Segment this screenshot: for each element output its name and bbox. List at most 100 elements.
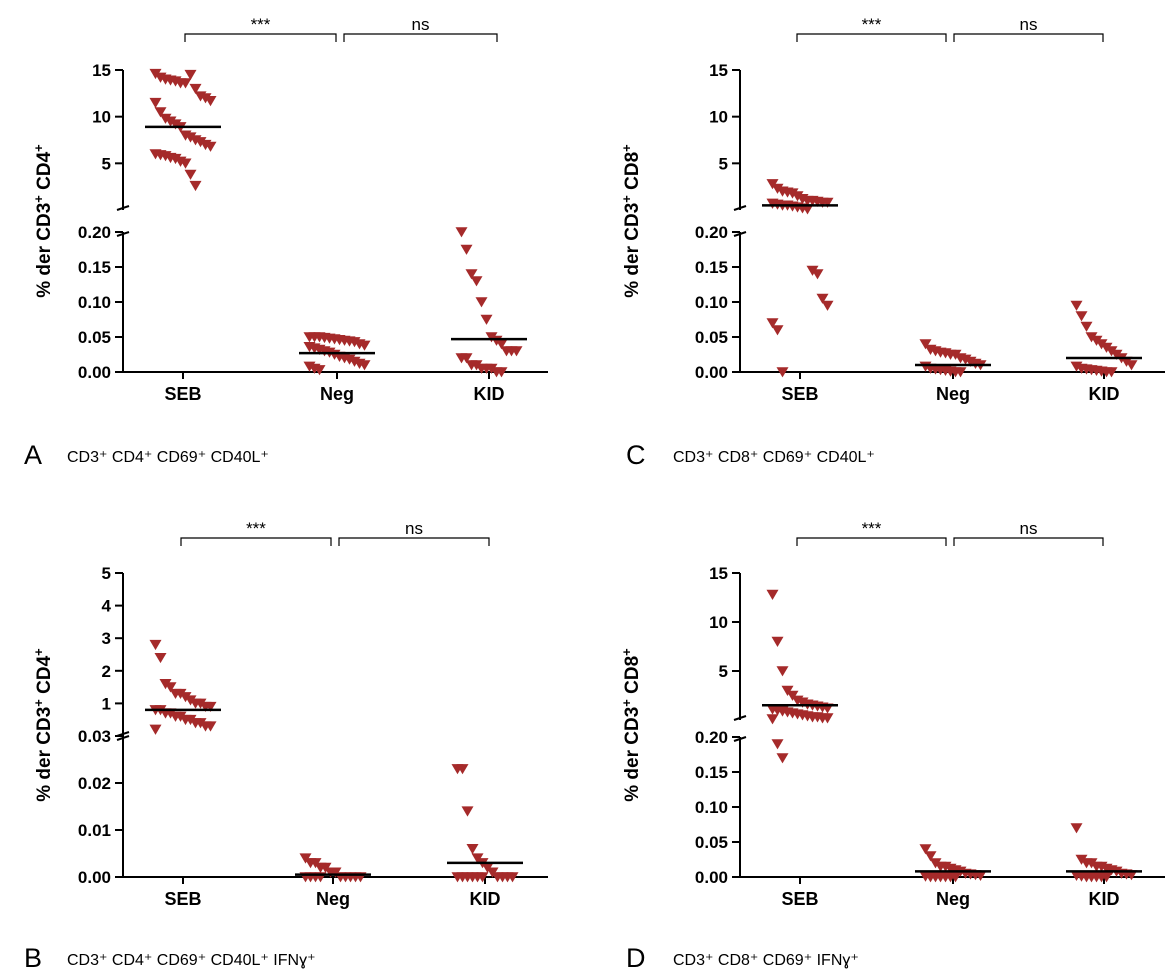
data-point xyxy=(480,314,493,325)
significance-label: ns xyxy=(1020,519,1038,538)
significance-bracket xyxy=(953,33,1104,42)
axis-break-mark xyxy=(733,736,747,742)
data-point xyxy=(495,339,508,350)
y-tick-label: 0.20 xyxy=(695,728,728,747)
data-point xyxy=(149,97,162,109)
y-tick-label: 10 xyxy=(709,108,728,127)
significance-bracket xyxy=(953,537,1104,546)
data-point xyxy=(766,589,779,600)
x-tick-label: KID xyxy=(474,384,505,404)
data-point xyxy=(174,688,187,700)
data-point xyxy=(816,293,829,304)
data-point xyxy=(184,714,197,726)
y-tick-label: 5 xyxy=(102,154,111,173)
significance-label: ns xyxy=(1020,15,1038,34)
axis-break-mark xyxy=(116,205,130,211)
y-tick-label: 0.02 xyxy=(78,774,111,793)
data-point xyxy=(510,346,523,357)
data-point xyxy=(766,318,779,329)
y-tick-label: 0.03 xyxy=(78,727,111,746)
data-point xyxy=(771,183,784,194)
significance-bracket xyxy=(343,33,498,42)
panel-letter: A xyxy=(24,440,42,470)
y-tick-label: 0.05 xyxy=(695,833,728,852)
y-tick-label: 5 xyxy=(102,564,111,583)
y-tick-label: 0.15 xyxy=(695,258,728,277)
y-tick-label: 0.20 xyxy=(78,223,111,242)
data-point xyxy=(786,188,799,199)
significance-label: ns xyxy=(405,519,423,538)
y-tick-label: 3 xyxy=(102,629,111,648)
y-tick-label: 0.10 xyxy=(78,293,111,312)
y-tick-label: 0.00 xyxy=(78,363,111,382)
panel-B: 1 2 3 4 5 0.00 0.01 0.02 0.03 SEB Neg KID % der CD3+… xyxy=(24,519,548,973)
y-tick-label: 0.20 xyxy=(695,223,728,242)
y-tick-label: 0.15 xyxy=(695,763,728,782)
data-point xyxy=(313,365,326,376)
x-tick-label: Neg xyxy=(936,384,970,404)
data-point xyxy=(771,739,784,750)
data-point xyxy=(506,872,519,883)
panel-A: 5 10 15 0.00 0.05 0.10 0.15 0.20 SEB Neg KID % der … xyxy=(24,15,548,470)
y-axis-label: % der CD3+ CD4+ xyxy=(31,648,56,802)
x-tick-label: SEB xyxy=(781,384,818,404)
data-point xyxy=(801,204,814,215)
y-axis-label: % der CD3+ CD4+ xyxy=(31,144,56,298)
data-point xyxy=(455,227,468,238)
data-point xyxy=(766,714,779,725)
x-tick-label: KID xyxy=(470,889,501,909)
panel-letter: B xyxy=(24,943,42,973)
x-tick-label: SEB xyxy=(781,889,818,909)
y-tick-label: 5 xyxy=(719,154,728,173)
y-tick-label: 0.00 xyxy=(695,363,728,382)
y-tick-label: 15 xyxy=(709,61,728,80)
significance-label: *** xyxy=(862,519,882,538)
data-point xyxy=(149,724,162,735)
x-tick-label: Neg xyxy=(936,889,970,909)
significance-bracket xyxy=(796,537,947,546)
data-point xyxy=(465,269,478,280)
x-tick-label: Neg xyxy=(316,889,350,909)
data-point xyxy=(821,713,834,724)
panel-caption: CD3⁺ CD4⁺ CD69⁺ CD40L⁺ IFNɣ⁺ xyxy=(67,952,316,969)
y-tick-label: 5 xyxy=(719,662,728,681)
data-point xyxy=(189,83,202,95)
data-point xyxy=(456,764,469,775)
axis-break-mark xyxy=(733,205,747,211)
significance-bracket xyxy=(338,537,490,546)
panel-caption: CD3⁺ CD8⁺ CD69⁺ IFNɣ⁺ xyxy=(673,952,859,969)
data-point xyxy=(164,682,177,693)
data-point xyxy=(189,180,202,192)
data-point xyxy=(184,169,197,180)
data-point xyxy=(199,93,212,104)
data-point xyxy=(159,679,172,690)
panel-letter: C xyxy=(626,440,646,470)
data-point xyxy=(204,721,217,732)
data-point xyxy=(466,844,479,855)
significance-label: *** xyxy=(251,15,271,34)
significance-label: ns xyxy=(412,15,430,34)
panel-letter: D xyxy=(626,943,646,973)
y-tick-label: 0.01 xyxy=(78,821,111,840)
axis-break-mark xyxy=(116,735,130,741)
data-point xyxy=(194,698,207,709)
data-point xyxy=(495,367,508,378)
data-point xyxy=(924,851,937,862)
data-point xyxy=(919,339,932,350)
data-point xyxy=(791,191,804,202)
data-point xyxy=(771,636,784,647)
data-point xyxy=(1070,823,1083,834)
data-point xyxy=(821,300,834,311)
data-point xyxy=(179,692,192,703)
data-point xyxy=(174,711,187,722)
panel-caption: CD3⁺ CD4⁺ CD69⁺ CD40L⁺ xyxy=(67,449,269,466)
data-point xyxy=(159,113,172,124)
data-point xyxy=(475,297,488,308)
data-point xyxy=(776,367,789,378)
data-point xyxy=(169,119,182,130)
data-point xyxy=(949,872,962,883)
panel-caption: CD3⁺ CD8⁺ CD69⁺ CD40L⁺ xyxy=(673,449,875,466)
y-tick-label: 4 xyxy=(102,597,112,616)
y-tick-label: 0.05 xyxy=(695,328,728,347)
